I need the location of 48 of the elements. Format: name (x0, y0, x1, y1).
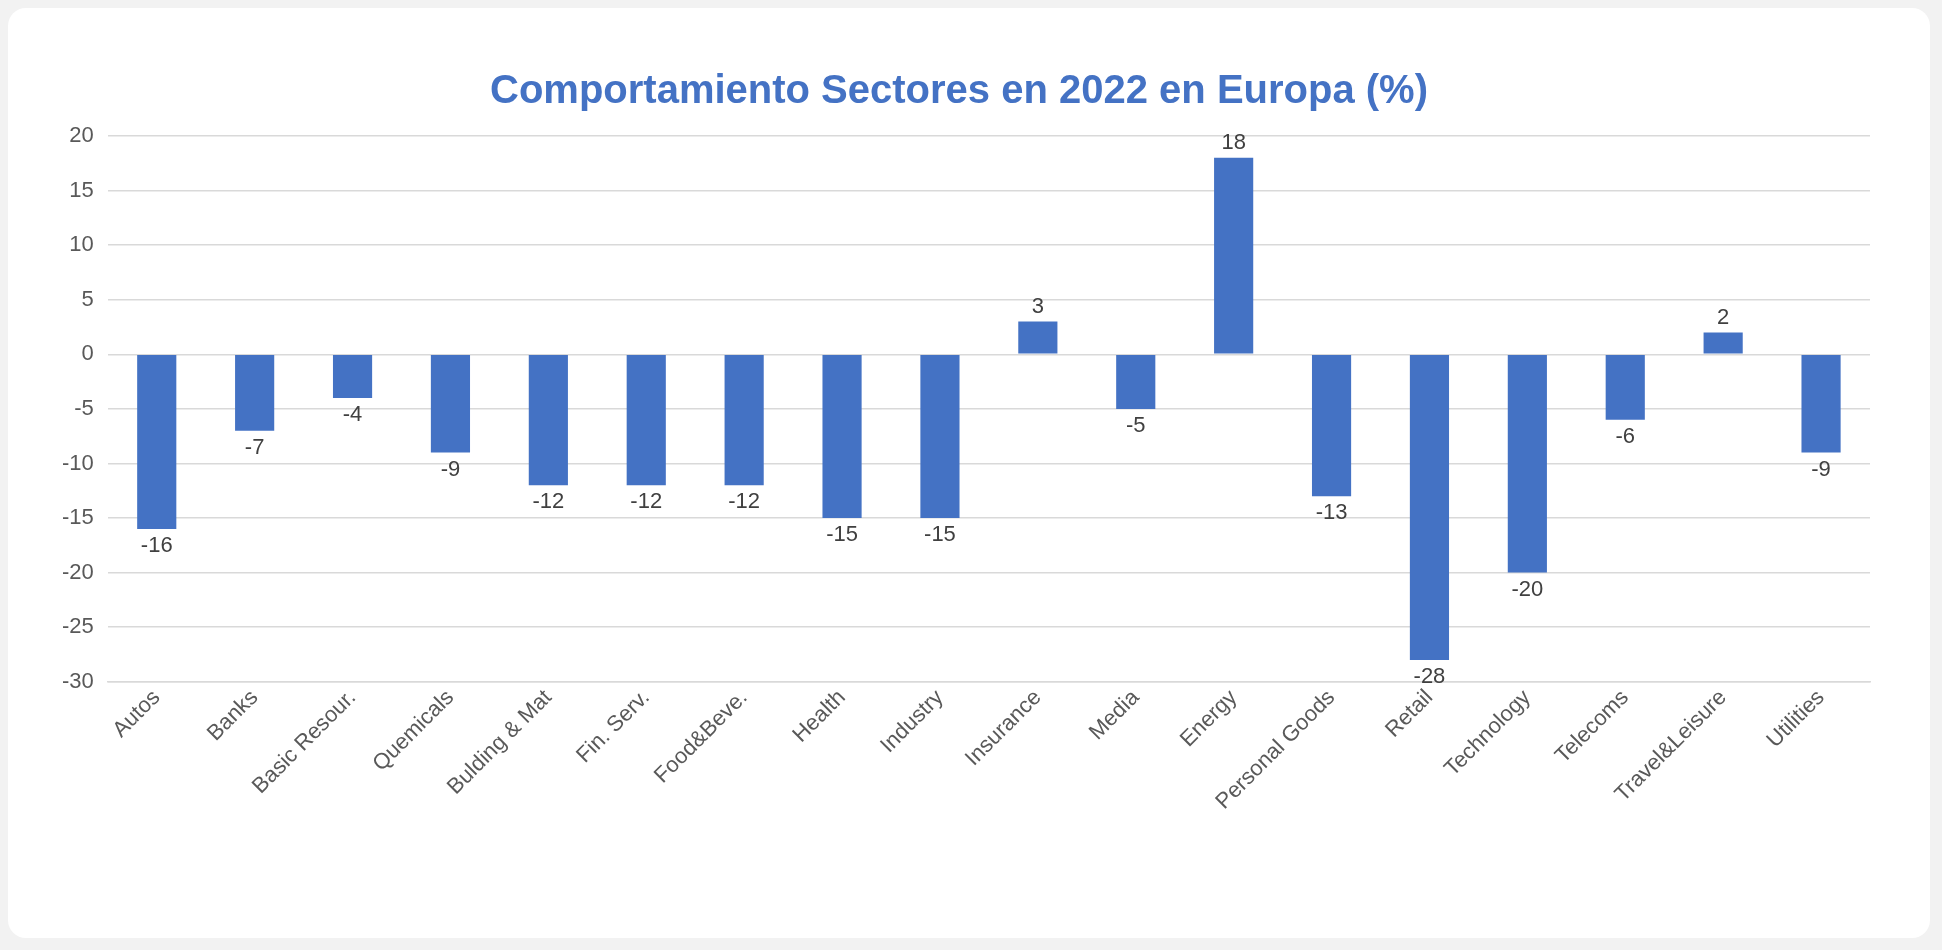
y-tick-label: 15 (69, 176, 94, 202)
data-label: -13 (1315, 499, 1348, 525)
bar (822, 355, 862, 519)
bar (626, 355, 666, 486)
data-label: 2 (1717, 303, 1730, 329)
y-tick-label: 10 (69, 231, 94, 257)
bar (1507, 355, 1547, 573)
bar (1801, 355, 1841, 453)
y-tick-label: -20 (62, 558, 94, 584)
chart-title: Comportamiento Sectores en 2022 en Europa (%) (489, 67, 1429, 112)
data-label: -20 (1511, 575, 1544, 601)
data-label: -4 (342, 401, 363, 427)
data-label: -12 (532, 488, 565, 514)
y-tick-label: 20 (69, 122, 94, 148)
bar (235, 355, 275, 431)
data-label: -15 (826, 521, 858, 547)
data-label: -28 (1413, 663, 1446, 689)
bar (1311, 355, 1352, 497)
data-label: -5 (1125, 411, 1146, 437)
bar (430, 355, 471, 453)
bar (528, 355, 568, 486)
data-label: 3 (1031, 292, 1044, 318)
bar (1018, 321, 1058, 354)
data-label: -15 (924, 521, 956, 547)
data-label: -9 (1811, 455, 1831, 481)
bar (1409, 355, 1450, 660)
bar (724, 355, 764, 486)
data-label: -12 (728, 488, 761, 514)
bar (1703, 332, 1743, 354)
data-label: -7 (244, 433, 265, 459)
bar (1116, 355, 1156, 409)
y-tick-label: 5 (81, 285, 94, 311)
y-tick-label: -30 (62, 667, 94, 693)
bar (1605, 355, 1645, 420)
y-tick-label: -10 (62, 449, 94, 475)
bar (1214, 157, 1254, 354)
y-tick-label: 0 (81, 340, 94, 366)
data-label: -6 (1615, 422, 1636, 448)
y-tick-label: -5 (74, 394, 94, 420)
data-label: -9 (440, 455, 461, 481)
data-label: -12 (630, 488, 663, 514)
y-tick-label: -15 (62, 504, 94, 530)
bar (137, 355, 177, 529)
y-tick-label: -25 (62, 613, 94, 639)
data-label: 18 (1221, 128, 1246, 154)
bar (920, 355, 960, 519)
bar (332, 355, 373, 398)
data-label: -16 (140, 532, 173, 558)
